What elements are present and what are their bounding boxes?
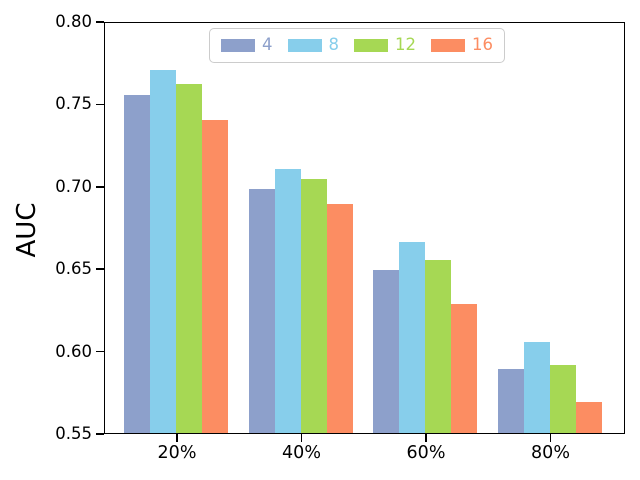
bar-series-4-cat-80: [497, 368, 524, 433]
bar-series-12-cat-40: [300, 179, 327, 433]
y-axis-title: AUC: [12, 202, 42, 258]
legend-label-8: 8: [328, 35, 340, 54]
bar-series-8-cat-40: [274, 169, 301, 433]
legend-item-12: 12: [354, 35, 416, 54]
x-tick-label: 20%: [157, 443, 197, 463]
legend-swatch-12: [354, 38, 388, 52]
bar-series-16-cat-20: [202, 119, 229, 433]
legend-label-12: 12: [395, 35, 416, 54]
y-tick-mark: [96, 21, 104, 23]
bar-series-8-cat-80: [523, 342, 550, 433]
legend: 4 8 12 16: [209, 28, 505, 63]
y-tick-mark: [96, 350, 104, 353]
bar-series-16-cat-60: [451, 304, 478, 433]
y-tick-mark: [96, 433, 104, 435]
x-tick-mark: [549, 434, 552, 442]
y-tick-label: 0.65: [55, 259, 92, 279]
bar-series-4-cat-60: [373, 269, 400, 433]
y-tick-mark: [96, 268, 104, 271]
x-tick-mark: [176, 434, 178, 442]
bar-series-8-cat-60: [399, 241, 426, 433]
x-tick-mark: [300, 434, 303, 442]
y-tick-mark: [96, 103, 104, 106]
legend-swatch-8: [287, 38, 322, 52]
bar-series-4-cat-20: [124, 95, 151, 433]
x-tick-label: 80%: [531, 443, 570, 463]
bar-series-12-cat-20: [176, 83, 203, 433]
x-tick-mark: [425, 434, 427, 442]
legend-item-8: 8: [287, 35, 340, 54]
legend-label-16: 16: [472, 35, 493, 54]
y-tick-label: 0.75: [55, 94, 92, 114]
x-tick-label: 60%: [406, 443, 446, 463]
plot-area: 4 8 12 16: [104, 22, 625, 434]
y-tick-mark: [96, 185, 104, 188]
legend-swatch-4: [221, 38, 255, 52]
legend-item-16: 16: [431, 35, 493, 54]
x-tick-label: 40%: [282, 443, 321, 463]
y-tick-label: 0.80: [55, 12, 92, 31]
bar-series-12-cat-80: [549, 365, 576, 433]
legend-swatch-16: [431, 38, 465, 52]
y-tick-label: 0.55: [55, 424, 92, 443]
bar-series-16-cat-80: [575, 401, 602, 433]
y-tick-label: 0.60: [55, 341, 92, 361]
legend-item-4: 4: [221, 35, 273, 54]
bar-series-4-cat-40: [248, 189, 275, 433]
legend-label-4: 4: [262, 35, 273, 54]
bar-series-8-cat-20: [150, 70, 177, 433]
bar-series-12-cat-60: [425, 259, 452, 433]
y-tick-label: 0.70: [55, 176, 92, 196]
bar-series-16-cat-40: [326, 203, 353, 433]
